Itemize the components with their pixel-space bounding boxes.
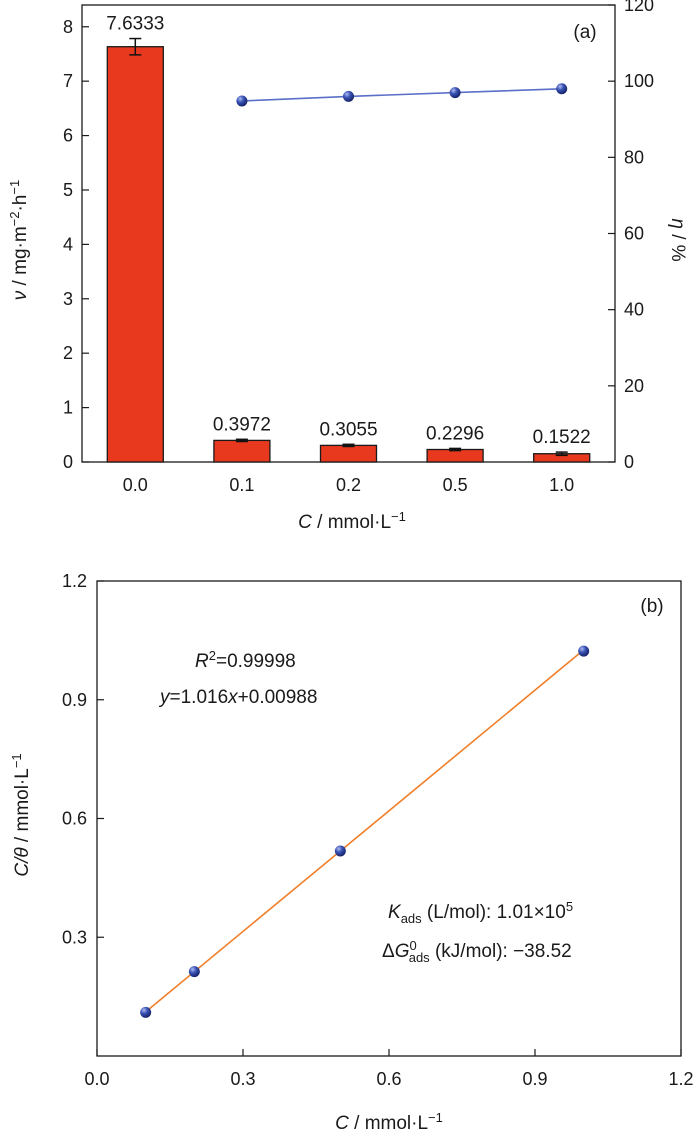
- efficiency-point: [343, 90, 354, 102]
- panel-a-left-y-axis-ticks: 0 1 2 3 4 5 6 7 8: [63, 17, 89, 472]
- x-tick-label: 0.6: [376, 1069, 401, 1089]
- y-tick-label: 2: [63, 343, 73, 363]
- panel-b-y-axis-label: C/θ / mmol·L−1: [9, 753, 33, 876]
- panel-b-x-axis-label: C / mmol·L−1: [335, 1110, 443, 1134]
- x-tick-label: 0.0: [84, 1069, 109, 1089]
- x-tick-label: 0.3: [230, 1069, 255, 1089]
- y-tick-label: 0.3: [62, 927, 87, 947]
- y2-tick-label: 40: [624, 300, 644, 320]
- bar: [106, 46, 164, 463]
- bar-value-label: 7.6333: [106, 14, 164, 35]
- y2-tick-label: 60: [624, 224, 644, 244]
- y2-tick-label: 120: [624, 0, 654, 15]
- panel-b-plot-frame: [96, 580, 682, 1057]
- x-tick-label: 0.1: [229, 475, 254, 495]
- x-tick-label: 0.5: [443, 475, 468, 495]
- y2-tick-label: 100: [624, 71, 654, 91]
- bar-value-label: 0.3055: [319, 419, 377, 440]
- panel-a-left-y-axis-label: ν / mg·m−2·h−1: [7, 180, 31, 300]
- panel-b-points: [140, 645, 590, 1018]
- panel-b-scatter-chart: (b) 0.3 0.6 0.9 1.2 0.0 0.3 0.6 0.9 1.2 R2=0.99…: [9, 571, 694, 1134]
- r-squared-annotation: R2=0.99998: [195, 648, 296, 672]
- panel-a-right-y-axis-label: η / %: [667, 218, 688, 261]
- linear-fit: [145, 649, 585, 1013]
- panel-b-fit-line: [145, 649, 585, 1013]
- bar: [319, 444, 378, 463]
- x-tick-label: 0.2: [336, 475, 361, 495]
- kads-annotation: Kads (L/mol): 1.01×105: [388, 899, 573, 926]
- x-tick-label: 0.9: [522, 1069, 547, 1089]
- panel-a-label: (a): [573, 22, 596, 43]
- efficiency-point: [236, 95, 248, 107]
- bar-value-label: 0.2296: [426, 423, 484, 444]
- x-tick-label: 1.2: [668, 1069, 693, 1089]
- bar: [213, 439, 271, 463]
- y-tick-label: 3: [63, 289, 73, 309]
- panel-a-right-y-axis-ticks: 0 20 40 60 80 100 120: [608, 0, 654, 472]
- y2-tick-label: 20: [624, 376, 644, 396]
- data-point: [140, 1006, 152, 1018]
- efficiency-point: [449, 87, 461, 99]
- x-tick-label: 0.0: [123, 475, 148, 495]
- efficiency-line: [241, 87, 562, 102]
- y-tick-label: 6: [63, 126, 73, 146]
- y-tick-label: 0.9: [62, 690, 87, 710]
- y-tick-label: 4: [63, 234, 73, 254]
- fit-equation-annotation: y=1.016x+0.00988: [158, 687, 317, 708]
- panel-b-label: (b): [640, 596, 663, 617]
- bar-value-label: 0.1522: [533, 427, 591, 448]
- x-tick-label: 1.0: [549, 475, 574, 495]
- y2-tick-label: 0: [624, 452, 634, 472]
- y-tick-label: 1.2: [62, 571, 87, 591]
- panel-a-x-axis-label: C / mmol·L−1: [298, 509, 406, 533]
- data-point: [578, 645, 590, 657]
- y2-tick-label: 80: [624, 147, 644, 167]
- data-point: [334, 845, 346, 857]
- panel-b-y-axis-ticks: 0.3 0.6 0.9 1.2: [62, 571, 104, 947]
- gibbs-energy-annotation: ΔG0 ads (kJ/mol): −38.52: [382, 938, 572, 965]
- panel-a-bar-chart: (a) 0 1 2 3 4 5 6 7 8 0 20 40 60 80 100 120 0.0 0.1 0.2 0…: [7, 0, 688, 533]
- bar: [426, 448, 484, 463]
- y-tick-label: 1: [63, 398, 73, 418]
- y-tick-label: 7: [63, 71, 73, 91]
- panel-a-efficiency-series: [236, 83, 568, 107]
- y-tick-label: 5: [63, 180, 73, 200]
- y-tick-label: 0: [63, 452, 73, 472]
- efficiency-point: [556, 83, 568, 95]
- panel-b-x-axis-ticks: 0.0 0.3 0.6 0.9 1.2: [84, 1049, 694, 1089]
- bar-value-label: 0.3972: [213, 414, 271, 435]
- panel-a-bars: 7.6333 0.3972 0.3055 0.2296 0.1522: [106, 14, 591, 463]
- y-tick-label: 8: [63, 17, 73, 37]
- y-tick-label: 0.6: [62, 809, 87, 829]
- data-point: [188, 966, 200, 978]
